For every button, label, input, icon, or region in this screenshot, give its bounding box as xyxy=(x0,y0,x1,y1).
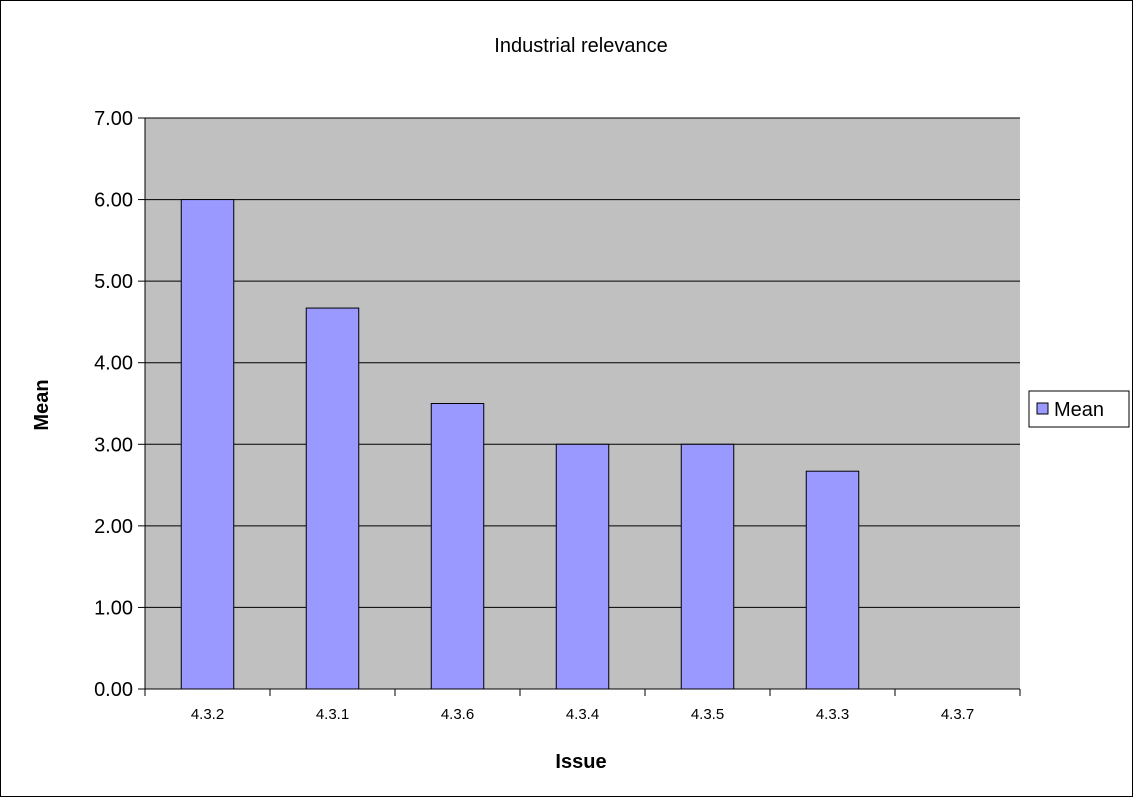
bar xyxy=(680,443,735,690)
y-axis-title: Mean xyxy=(31,379,53,430)
y-tick-label: 5.00 xyxy=(94,271,133,293)
legend-label: Mean xyxy=(1054,399,1104,421)
bar xyxy=(305,307,360,690)
legend: Mean xyxy=(1028,390,1130,428)
bar xyxy=(805,470,860,690)
x-axis-title: Issue xyxy=(555,751,606,773)
y-tick-label: 6.00 xyxy=(94,190,133,212)
plot-area: 0.00 1.00 2.00 3.00 4.00 5.00 6.00 7.00 4.3.2 4.3… xyxy=(94,108,1021,723)
bar xyxy=(430,403,485,690)
y-tick-label: 4.00 xyxy=(94,353,133,375)
y-tick-label: 0.00 xyxy=(94,679,133,701)
y-tick-label: 2.00 xyxy=(94,516,133,538)
y-tick-label: 1.00 xyxy=(94,597,133,619)
bar xyxy=(555,443,610,690)
y-tick-label: 3.00 xyxy=(94,434,133,456)
x-tick-label: 4.3.4 xyxy=(566,706,599,723)
x-tick-label: 4.3.6 xyxy=(441,706,474,723)
x-tick-label: 4.3.7 xyxy=(941,706,974,723)
x-tick-label: 4.3.1 xyxy=(316,706,349,723)
y-tick-label: 7.00 xyxy=(94,108,133,130)
bar xyxy=(180,199,235,690)
x-tick-label: 4.3.2 xyxy=(191,706,224,723)
legend-swatch xyxy=(1036,402,1049,415)
chart-title: Industrial relevance xyxy=(494,35,667,57)
x-tick-label: 4.3.3 xyxy=(816,706,849,723)
x-tick-label: 4.3.5 xyxy=(691,706,724,723)
